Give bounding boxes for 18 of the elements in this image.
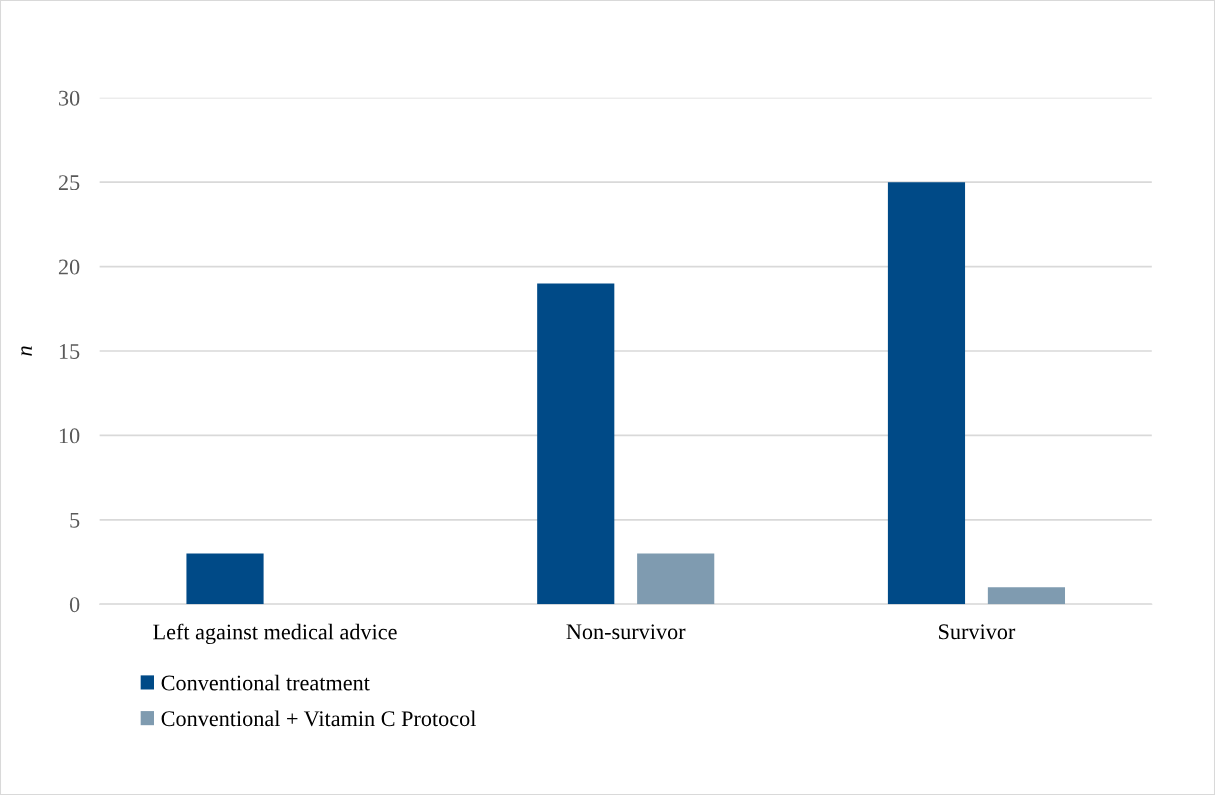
bar xyxy=(887,182,966,605)
x-tick-label: Survivor xyxy=(939,624,1016,640)
y-axis-title: n xyxy=(21,346,32,356)
y-tick-label: 5 xyxy=(70,512,80,528)
y-tick-label: 30 xyxy=(59,90,80,106)
x-tick-label: Non-survivor xyxy=(566,624,686,640)
y-tick-label: 25 xyxy=(58,175,80,191)
x-tick-label: Left against medical advice xyxy=(153,623,397,645)
bar xyxy=(537,283,615,605)
legend-label: Conventional + Vitamin C Protocol xyxy=(161,710,476,727)
y-tick-label: 10 xyxy=(59,428,80,444)
y-tick-label: 20 xyxy=(58,259,80,275)
y-tick-label: 15 xyxy=(59,344,80,359)
bar xyxy=(987,587,1066,605)
legend-label: Conventional treatment xyxy=(161,674,370,691)
bar xyxy=(637,553,715,605)
bar xyxy=(186,553,264,605)
y-tick-label: 0 xyxy=(69,597,80,613)
